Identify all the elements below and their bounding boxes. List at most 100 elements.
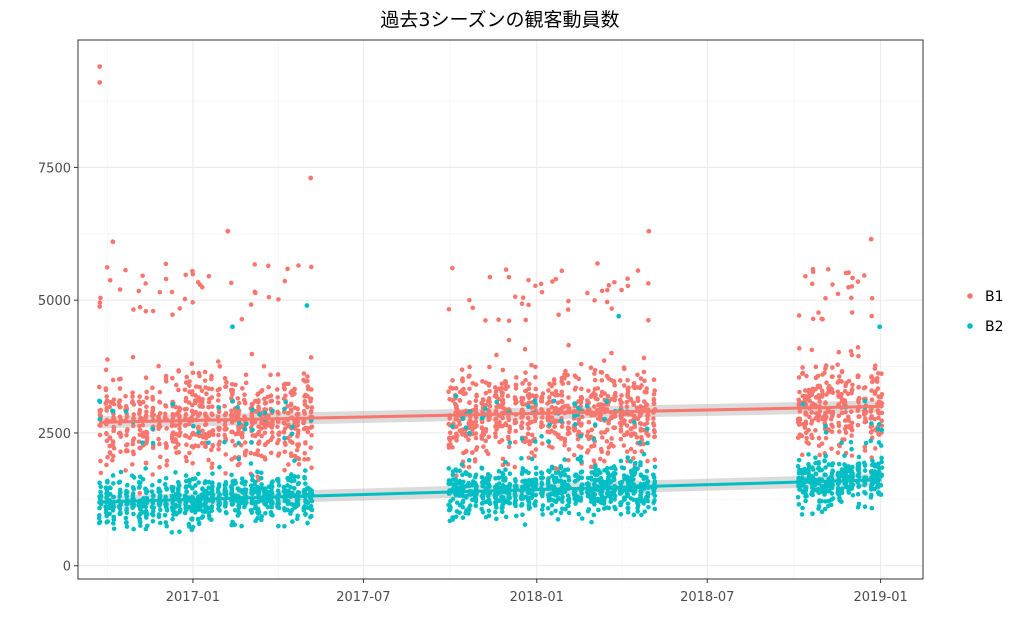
data-point: [591, 404, 597, 409]
data-point: [809, 421, 814, 426]
data-point: [447, 503, 452, 509]
data-point: [98, 484, 104, 490]
data-point: [823, 435, 829, 441]
data-point: [813, 364, 819, 370]
data-point: [645, 458, 650, 464]
data-point: [286, 499, 291, 505]
data-point: [599, 435, 605, 440]
data-point: [613, 471, 618, 476]
data-point: [846, 270, 851, 275]
data-point: [459, 462, 465, 467]
data-point: [294, 516, 300, 522]
data-point: [210, 471, 215, 476]
data-point: [869, 295, 875, 301]
data-point: [150, 505, 156, 511]
data-point: [507, 481, 513, 487]
data-point: [275, 419, 281, 425]
data-point: [652, 457, 658, 463]
data-point: [217, 439, 222, 445]
data-point: [855, 345, 861, 350]
data-point: [862, 481, 868, 486]
data-point: [869, 413, 874, 419]
data-point: [625, 510, 631, 515]
data-point: [878, 483, 884, 488]
data-point: [150, 440, 156, 446]
data-point: [862, 468, 868, 473]
data-point: [460, 472, 465, 478]
data-point: [131, 502, 137, 508]
data-point: [559, 424, 565, 429]
data-point: [209, 461, 215, 467]
data-point: [822, 506, 828, 512]
data-point: [144, 515, 149, 520]
data-point: [646, 433, 651, 438]
data-point: [282, 421, 287, 426]
data-point: [526, 400, 532, 406]
data-point: [173, 445, 178, 450]
data-point: [621, 443, 627, 448]
data-point: [187, 379, 192, 384]
data-point: [276, 451, 282, 456]
data-point: [196, 424, 201, 430]
data-point: [151, 493, 156, 498]
data-point: [503, 378, 508, 384]
data-point: [635, 395, 641, 401]
data-point: [572, 401, 577, 406]
data-point: [505, 384, 511, 389]
data-point: [571, 452, 577, 458]
data-point: [176, 503, 182, 509]
data-point: [487, 484, 492, 490]
data-point: [242, 426, 248, 432]
series-B1-trend-line: [99, 404, 882, 424]
data-point: [150, 385, 155, 391]
data-point: [459, 367, 465, 372]
data-point: [849, 433, 854, 438]
data-point: [196, 395, 202, 400]
data-point: [823, 453, 828, 459]
data-point: [592, 298, 597, 303]
data-point: [652, 479, 658, 484]
data-point: [210, 492, 216, 497]
data-point: [558, 463, 564, 469]
data-point: [111, 397, 117, 402]
data-point: [605, 393, 611, 399]
data-point: [456, 418, 462, 424]
data-point: [463, 449, 468, 455]
data-point: [460, 515, 466, 520]
data-point: [526, 426, 531, 431]
data-point: [816, 459, 821, 465]
data-point: [223, 384, 228, 390]
data-point: [483, 426, 489, 432]
data-point: [111, 415, 116, 420]
data-point: [612, 279, 617, 285]
data-point: [539, 507, 545, 512]
data-point: [839, 490, 845, 496]
data-point: [157, 424, 162, 429]
data-point: [878, 492, 884, 497]
data-point: [164, 426, 169, 431]
data-point: [97, 505, 102, 511]
data-point: [258, 470, 264, 476]
data-point: [97, 399, 103, 405]
data-point: [183, 412, 189, 417]
data-point: [598, 393, 604, 398]
data-point: [98, 422, 103, 428]
data-point: [209, 447, 214, 453]
data-point: [473, 382, 479, 387]
data-point: [177, 306, 183, 311]
data-point: [862, 385, 868, 390]
data-point: [183, 473, 189, 478]
data-point: [150, 519, 156, 524]
data-point: [169, 423, 175, 429]
data-point: [809, 435, 815, 441]
data-point: [837, 374, 842, 379]
data-point: [631, 512, 637, 518]
data-point: [612, 497, 617, 502]
data-point: [467, 503, 473, 508]
data-point: [635, 509, 640, 514]
data-point: [641, 369, 647, 375]
data-point: [621, 383, 627, 388]
data-point: [150, 482, 155, 488]
data-point: [646, 281, 651, 286]
data-point: [210, 411, 215, 417]
